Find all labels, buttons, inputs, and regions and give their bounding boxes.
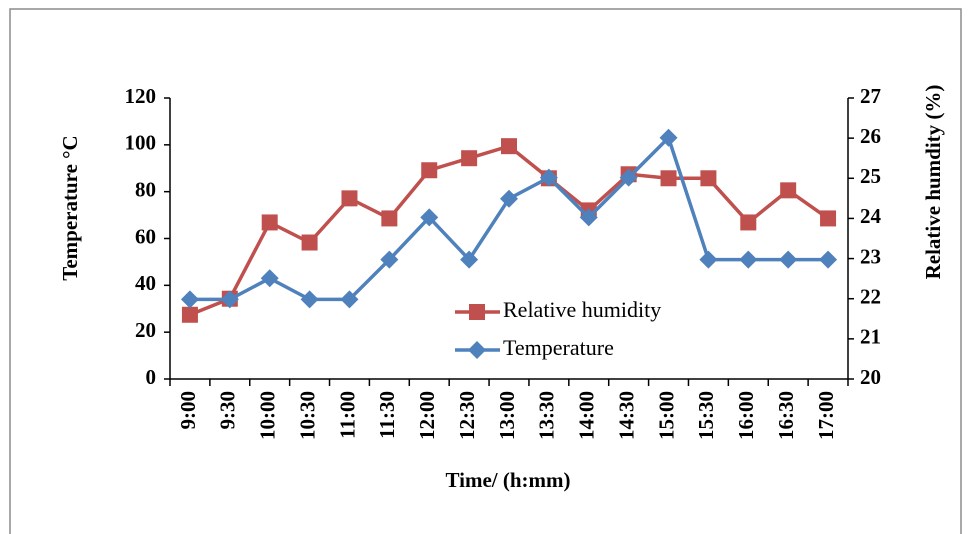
y-tick-label: 20 bbox=[135, 318, 156, 342]
y-tick-label: 80 bbox=[135, 177, 156, 201]
x-tick-label: 9:00 bbox=[176, 391, 200, 430]
data-point bbox=[700, 170, 717, 187]
y-tick-label: 0 bbox=[146, 365, 157, 389]
data-point bbox=[380, 250, 399, 269]
y2-tick-label: 20 bbox=[860, 365, 881, 389]
data-point bbox=[381, 210, 398, 227]
x-tick-label: 11:00 bbox=[335, 391, 359, 439]
x-tick-label: 15:00 bbox=[654, 391, 678, 440]
data-point bbox=[501, 138, 517, 155]
data-point bbox=[539, 168, 558, 187]
data-point bbox=[260, 269, 279, 288]
series-line bbox=[189, 144, 830, 317]
y2-axis-label: Relative humdity (%) bbox=[921, 85, 945, 280]
legend-marker bbox=[468, 341, 486, 359]
data-point bbox=[301, 234, 318, 251]
x-tick-label: 14:00 bbox=[575, 391, 599, 440]
data-point bbox=[660, 170, 677, 187]
x-tick-label: 10:00 bbox=[256, 391, 280, 440]
data-point bbox=[461, 150, 478, 167]
y-tick-label: 60 bbox=[135, 224, 156, 248]
x-tick-label: 12:30 bbox=[455, 391, 479, 440]
data-point bbox=[420, 208, 439, 227]
y-tick-label: 120 bbox=[125, 84, 157, 108]
data-point bbox=[820, 210, 837, 227]
y2-tick-label: 24 bbox=[860, 204, 882, 228]
x-tick-label: 16:30 bbox=[774, 391, 798, 440]
frame bbox=[9, 8, 962, 534]
data-point bbox=[699, 250, 718, 269]
data-point bbox=[300, 290, 319, 309]
y2-tick-label: 23 bbox=[860, 244, 881, 268]
data-point bbox=[261, 214, 278, 231]
data-point bbox=[740, 214, 757, 231]
data-point bbox=[780, 182, 797, 199]
x-tick-label: 11:30 bbox=[375, 391, 399, 439]
x-tick-label: 15:30 bbox=[694, 391, 718, 440]
y-tick-label: 100 bbox=[125, 131, 157, 155]
data-point bbox=[180, 290, 199, 309]
x-tick-label: 14:30 bbox=[614, 391, 638, 440]
data-point bbox=[341, 190, 358, 207]
data-point bbox=[340, 290, 359, 309]
x-axis-label: Time/ (h:mm) bbox=[445, 468, 570, 492]
legend-label: Temperature bbox=[503, 335, 614, 360]
x-tick-label: 9:30 bbox=[216, 391, 240, 430]
x-tick-label: 13:30 bbox=[535, 391, 559, 440]
data-point bbox=[819, 250, 838, 269]
x-tick-label: 12:00 bbox=[415, 391, 439, 440]
x-tick-label: 17:00 bbox=[814, 391, 838, 440]
y2-tick-label: 27 bbox=[860, 84, 881, 108]
data-point bbox=[460, 250, 479, 269]
y2-tick-label: 26 bbox=[860, 124, 881, 148]
x-tick-label: 16:00 bbox=[734, 391, 758, 440]
data-point bbox=[181, 306, 198, 323]
y2-tick-label: 25 bbox=[860, 164, 881, 188]
y2-tick-label: 21 bbox=[860, 325, 881, 349]
data-point bbox=[579, 208, 598, 227]
data-point bbox=[619, 168, 638, 187]
data-point bbox=[659, 128, 678, 147]
y2-tick-label: 22 bbox=[860, 285, 881, 309]
y-axis-label: Temperature °C bbox=[58, 135, 82, 280]
data-point bbox=[220, 290, 239, 309]
data-point bbox=[739, 250, 758, 269]
data-point bbox=[500, 189, 518, 208]
legend-marker bbox=[469, 304, 485, 320]
data-point bbox=[421, 162, 438, 179]
series-line bbox=[189, 134, 829, 302]
y-tick-label: 40 bbox=[135, 271, 156, 295]
x-tick-label: 10:30 bbox=[295, 391, 319, 440]
legend-label: Relative humidity bbox=[503, 297, 661, 322]
x-tick-label: 13:00 bbox=[495, 391, 519, 440]
data-point bbox=[779, 250, 798, 269]
